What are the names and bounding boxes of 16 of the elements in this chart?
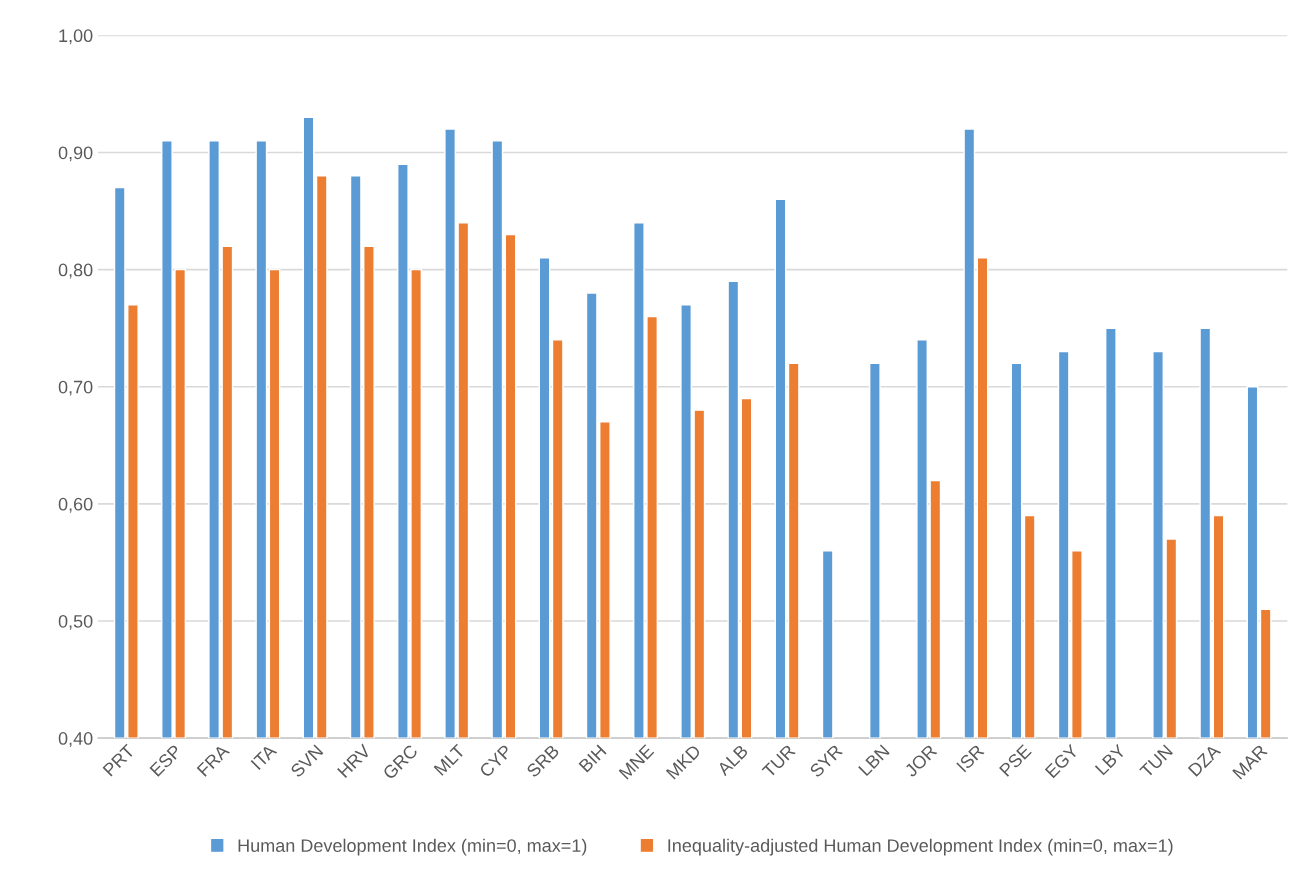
- y-tick-label: 0,80: [58, 263, 93, 279]
- y-tick-label: 0,50: [58, 614, 93, 630]
- x-tick-label: ITA: [250, 743, 278, 770]
- x-tick-label: DZA: [1187, 743, 1222, 777]
- y-tick-label: 0,40: [58, 732, 93, 747]
- x-tick-label: TUR: [761, 744, 796, 779]
- x-tick-label: ALB: [716, 744, 749, 777]
- y-tick-label: 0,70: [58, 380, 93, 396]
- legend-label: Human Development Index (min=0, max=1): [238, 838, 587, 856]
- y-tick-label: 1,00: [59, 29, 93, 45]
- y-tick-label: 0,90: [58, 146, 93, 162]
- legend-label: Inequality-adjusted Human Development Index (min=0, max=1): [668, 838, 1173, 856]
- x-tick-label: BIH: [578, 744, 607, 773]
- x-tick-label: ISR: [956, 743, 985, 773]
- y-tick-label: 0,60: [58, 497, 93, 513]
- x-tick-label: FRA: [196, 743, 230, 777]
